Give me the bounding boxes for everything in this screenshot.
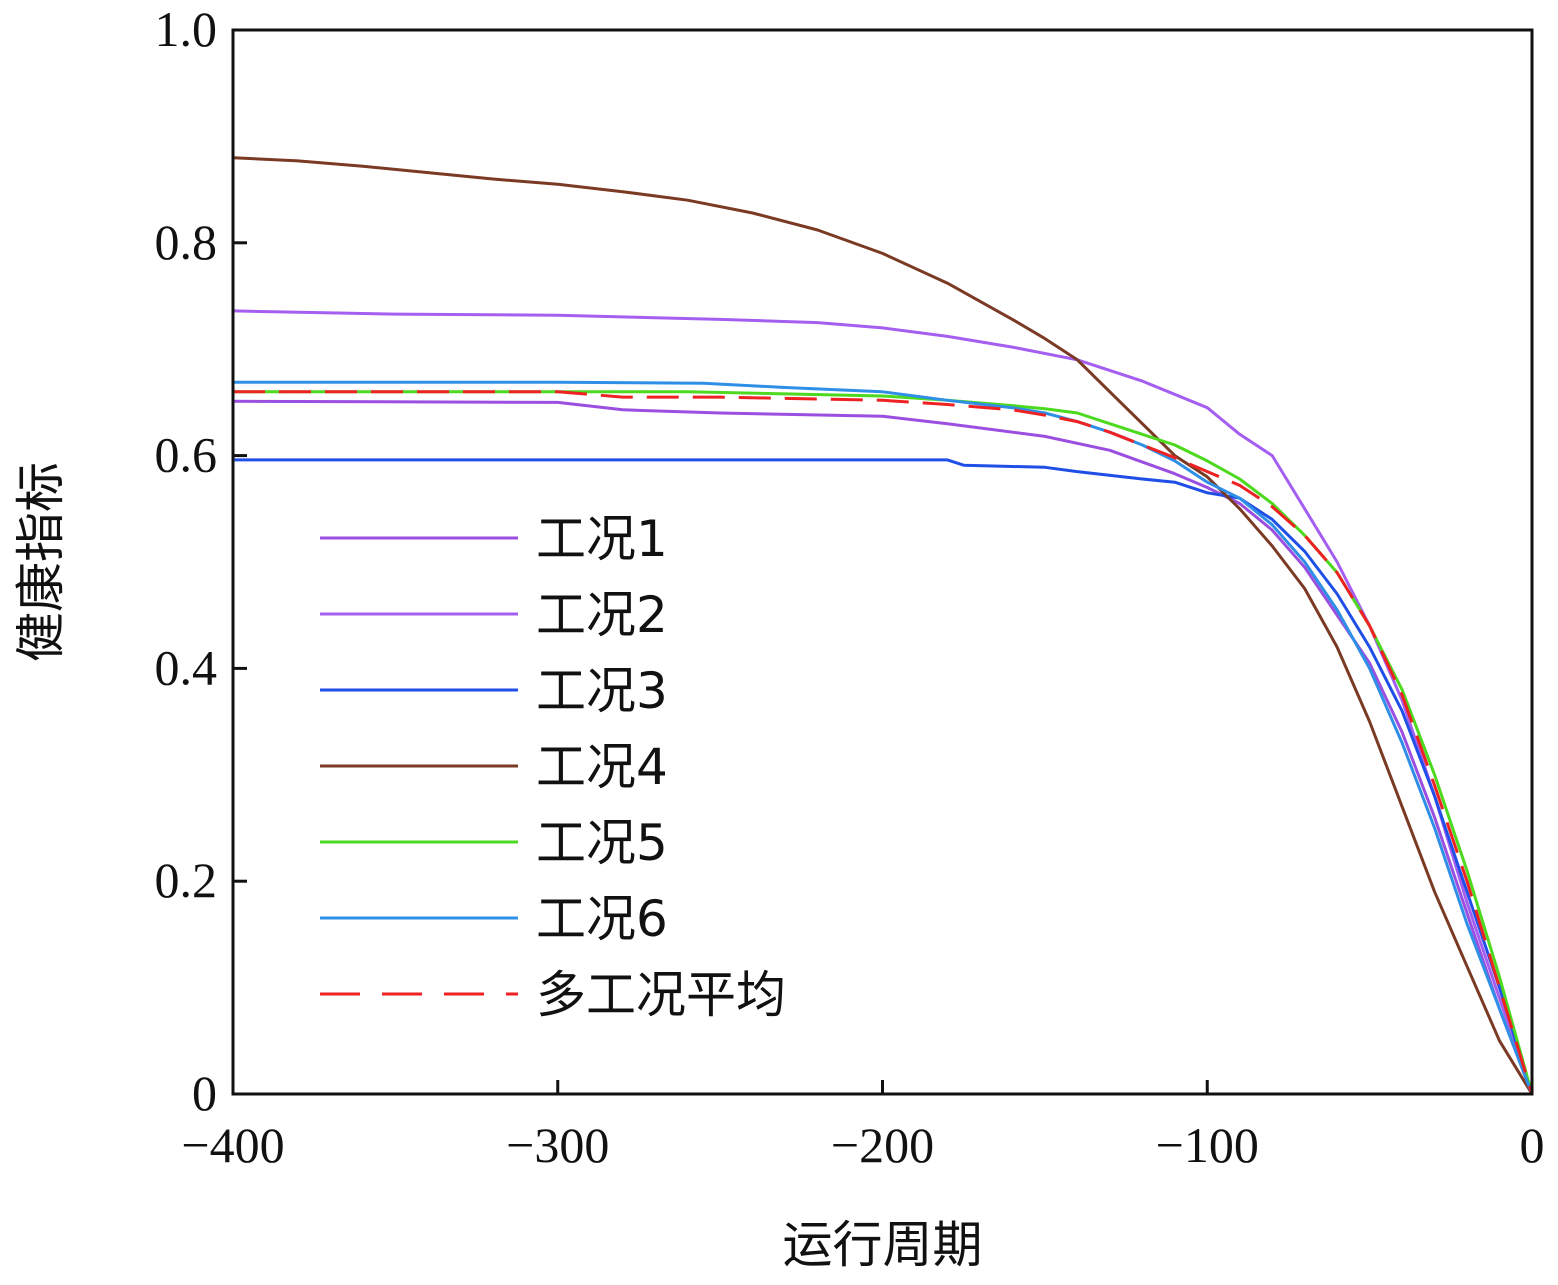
axis-tick-labels: −400 −300 −200 −100 0 0 0.2 0.4 0.6 0.8 1.0: [155, 1, 1545, 1173]
series-line: [233, 390, 1534, 1095]
series-line: [233, 458, 1534, 1095]
y-tick-label: 0.2: [155, 852, 218, 908]
series-line: [232, 156, 1534, 1095]
y-tick-label: 0.8: [155, 214, 218, 270]
x-axis-title: 运行周期: [783, 1216, 983, 1274]
legend: 工况1 工况2 工况3 工况4 工况5 工况6 多工况平均: [320, 510, 786, 1024]
legend-label: 工况5: [536, 814, 668, 872]
y-tick-label: 0.4: [155, 639, 218, 695]
series-line: [232, 399, 1534, 1095]
x-tick-label: −200: [831, 1117, 934, 1173]
x-tick-label: −100: [1156, 1117, 1259, 1173]
legend-label: 工况3: [536, 662, 668, 720]
y-axis-title: 健康指标: [12, 462, 70, 662]
series-line: [232, 309, 1534, 1095]
x-tick-label: 0: [1520, 1117, 1545, 1173]
legend-label: 多工况平均: [536, 966, 786, 1024]
legend-label: 工况4: [536, 738, 668, 796]
axis-ticks: [231, 28, 1534, 1096]
series-line: [233, 380, 1534, 1095]
legend-label: 工况6: [536, 890, 668, 948]
series-line: [233, 390, 1534, 1095]
y-tick-label: 0.6: [155, 427, 218, 483]
y-tick-label: 0: [192, 1065, 217, 1121]
legend-label: 工况1: [536, 510, 668, 568]
x-tick-label: −400: [181, 1117, 284, 1173]
y-tick-label: 1.0: [155, 1, 218, 57]
plot-lines: [232, 156, 1534, 1095]
x-tick-label: −300: [506, 1117, 609, 1173]
legend-label: 工况2: [536, 586, 668, 644]
